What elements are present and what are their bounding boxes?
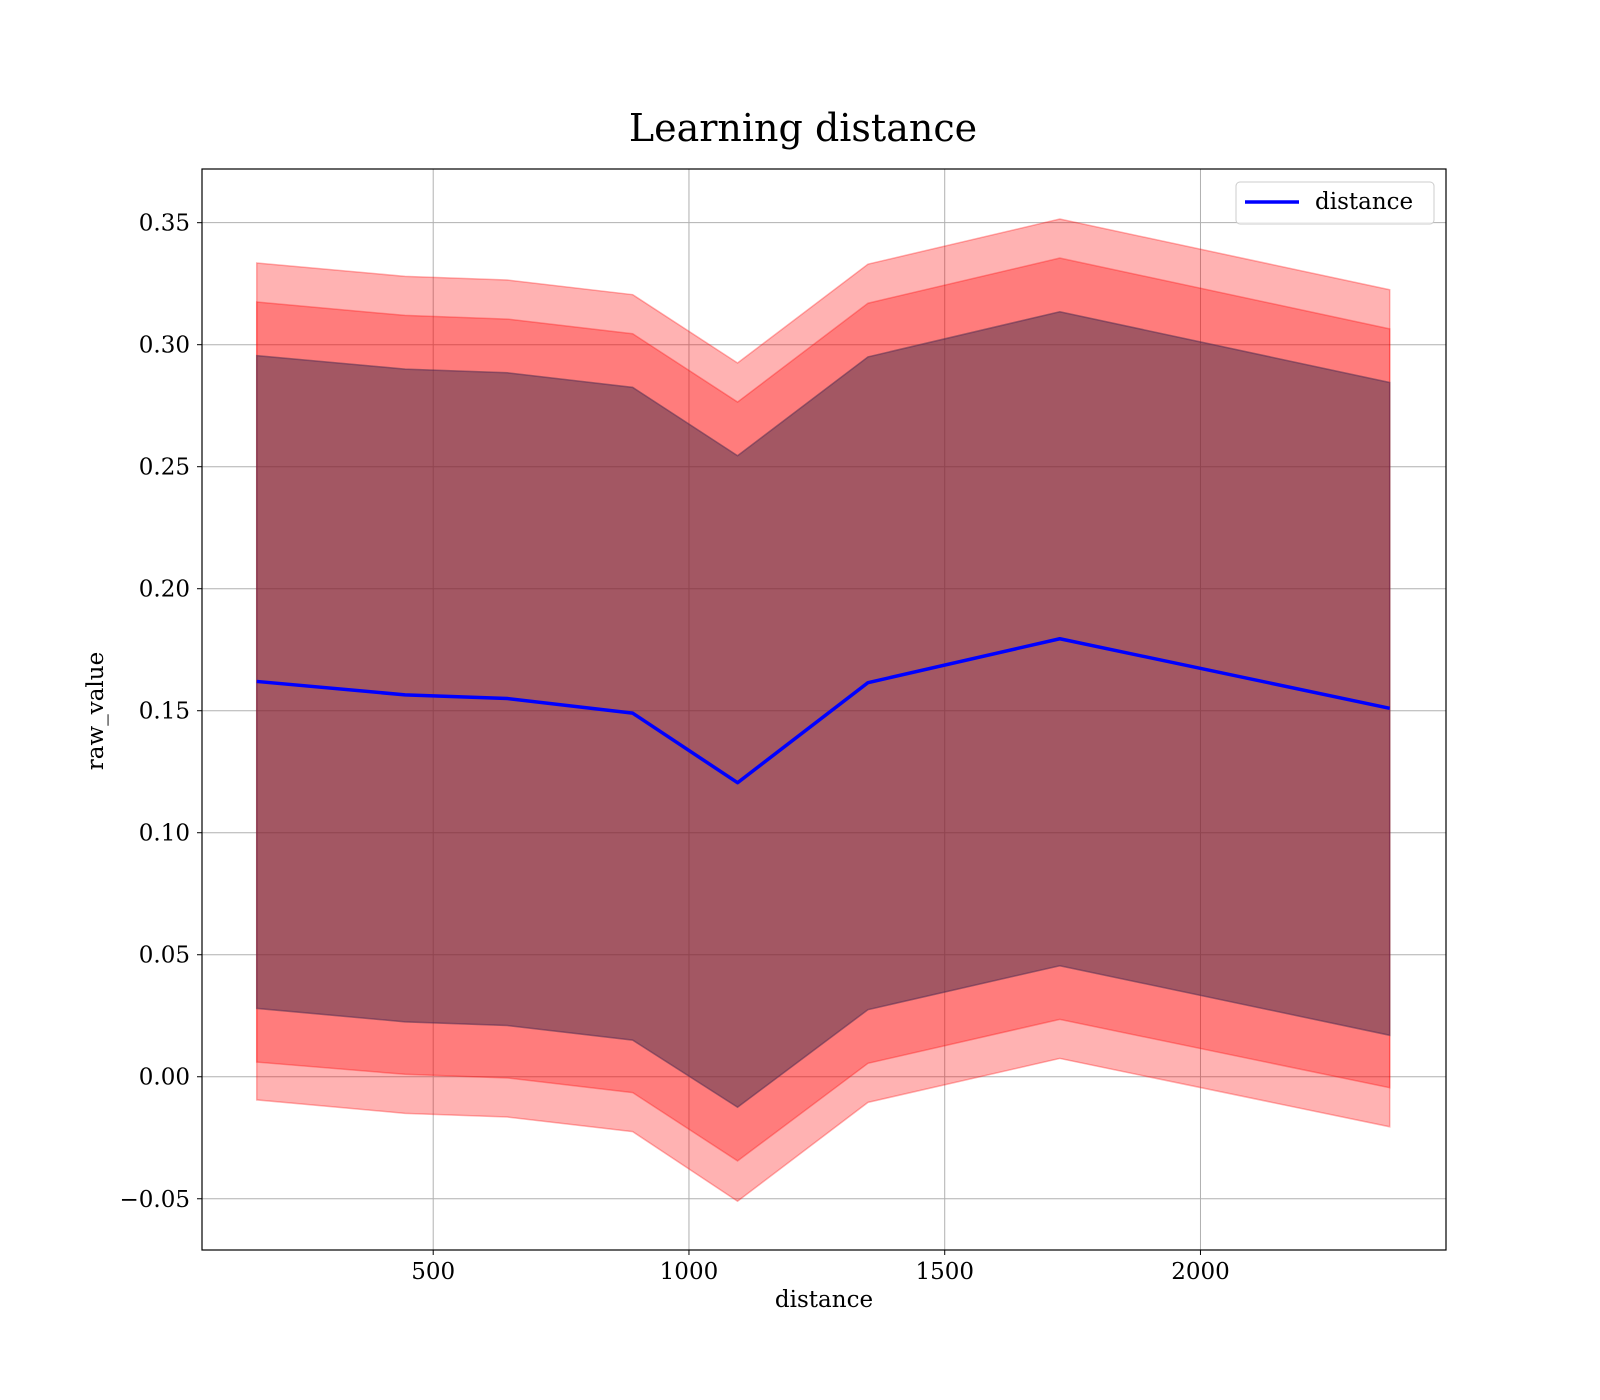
x-tick-label: 1500 — [915, 1259, 974, 1285]
x-axis-ticks: 500 1000 1500 2000 — [411, 1250, 1230, 1285]
y-tick-label: 0.05 — [139, 943, 190, 969]
x-tick-label: 500 — [411, 1259, 455, 1285]
y-tick-label: 0.25 — [139, 455, 190, 481]
y-tick-label: −0.05 — [120, 1187, 190, 1213]
y-tick-label: 0.00 — [139, 1065, 190, 1091]
x-tick-label: 1000 — [660, 1259, 719, 1285]
series-lines — [256, 636, 1391, 785]
legend-box — [1235, 181, 1435, 225]
y-axis-label: raw_value — [83, 652, 109, 770]
confidence-bands — [255, 218, 1391, 1203]
series-line-1 — [256, 636, 1391, 785]
chart-title: Learning distance — [629, 106, 977, 150]
y-tick-label: 0.30 — [139, 333, 190, 359]
confidence-band-1 — [255, 218, 1391, 1203]
legend: distance — [1235, 181, 1435, 225]
y-tick-label: 0.10 — [139, 821, 190, 847]
plot-frame — [201, 168, 1447, 1251]
x-axis-label: distance — [775, 1287, 873, 1313]
y-tick-label: 0.20 — [139, 577, 190, 603]
legend-label: distance — [1315, 189, 1413, 215]
y-axis-ticks: −0.05 0.00 0.05 0.10 0.15 0.20 0.25 0.30 0.35 — [120, 211, 202, 1213]
confidence-band-4 — [255, 310, 1391, 1109]
plot-area — [201, 168, 1447, 1251]
confidence-band-2 — [255, 257, 1391, 1162]
y-tick-label: 0.35 — [139, 211, 190, 237]
grid — [202, 169, 1446, 1250]
confidence-band-3 — [255, 310, 1391, 1109]
x-tick-label: 2000 — [1171, 1259, 1230, 1285]
y-tick-label: 0.15 — [139, 699, 190, 725]
